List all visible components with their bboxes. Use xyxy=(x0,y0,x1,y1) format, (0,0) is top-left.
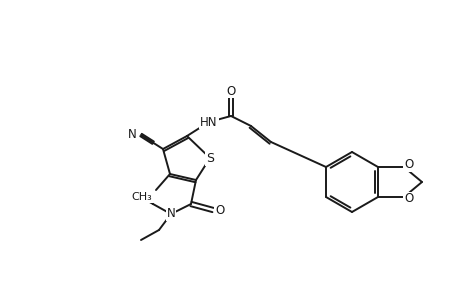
Text: N: N xyxy=(166,208,175,220)
Text: S: S xyxy=(206,152,213,164)
Text: O: O xyxy=(215,203,224,217)
Text: O: O xyxy=(403,193,413,206)
Text: O: O xyxy=(403,158,413,172)
Text: HN: HN xyxy=(200,116,217,128)
Text: O: O xyxy=(226,85,235,98)
Text: N: N xyxy=(128,128,137,142)
Text: CH₃: CH₃ xyxy=(131,192,151,202)
